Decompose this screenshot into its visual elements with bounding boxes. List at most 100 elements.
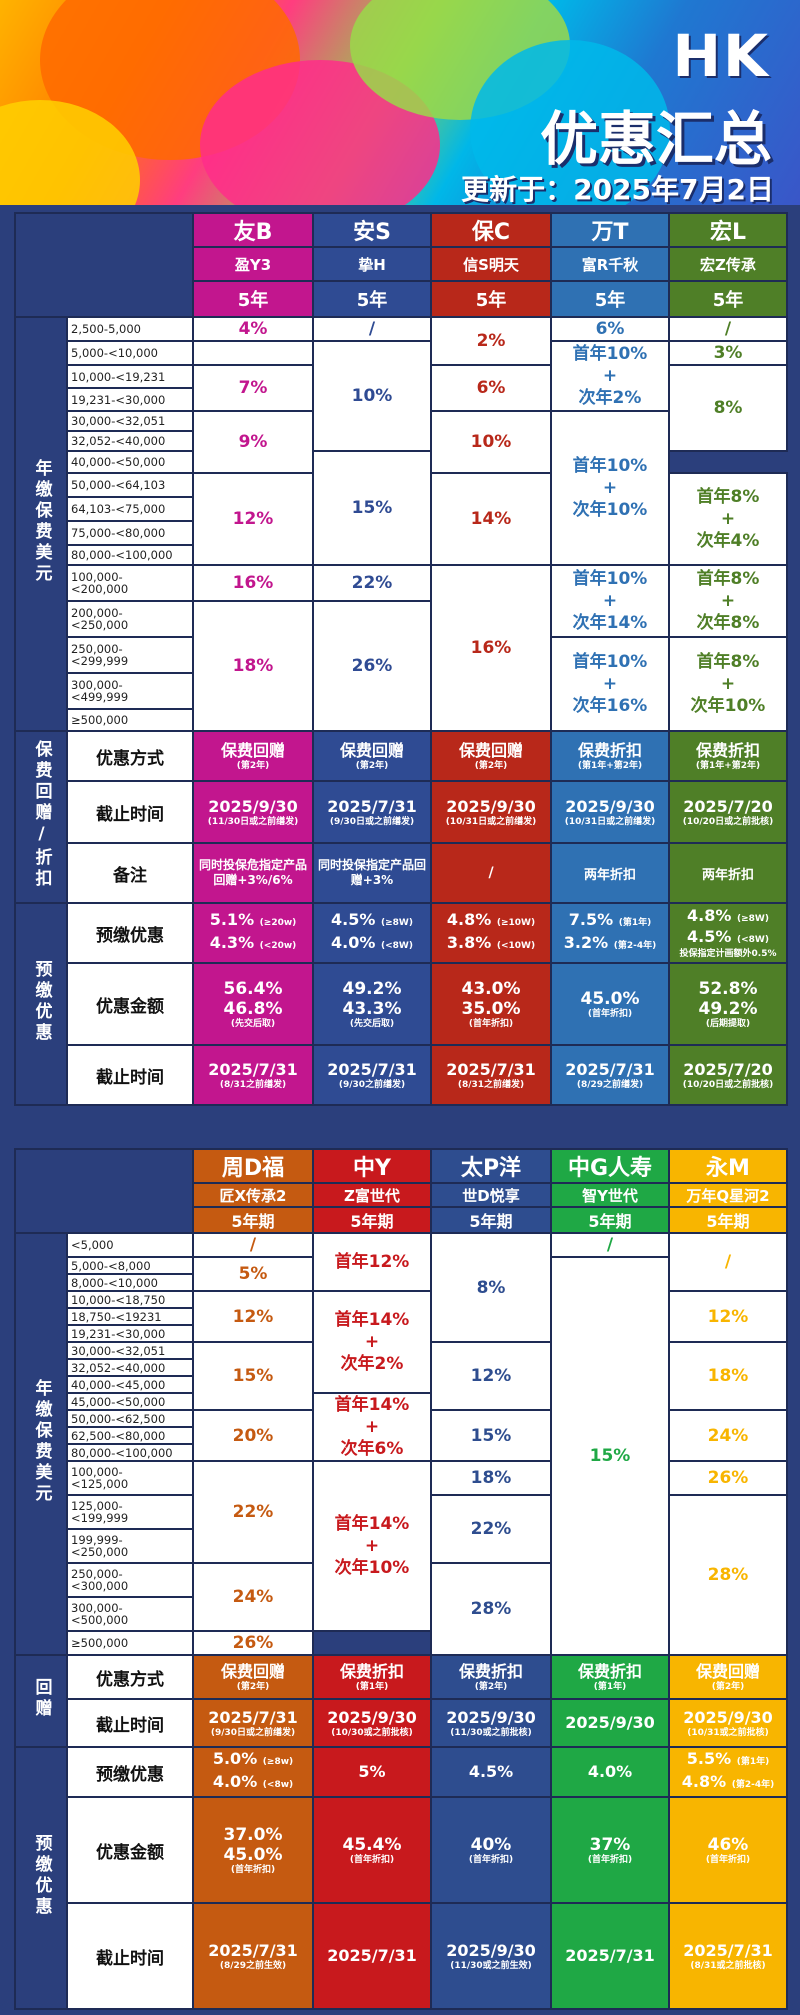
rebate-rate: 22% [312,564,432,602]
premium-range: 45,000-<50,000 [66,1392,194,1411]
premium-range: 80,000-<100,000 [66,1443,194,1462]
rebate-rate: 18% [430,1460,552,1496]
premium-range: 62,500-<80,000 [66,1426,194,1445]
premium-range: 80,000-<100,000 [66,544,194,566]
payment-term: 5年 [192,280,314,318]
row-label: 优惠金额 [66,962,194,1046]
premium-range: 75,000-<80,000 [66,520,194,546]
offer-amount: 37.0% 45.0% (首年折扣) [192,1796,314,1904]
premium-range: 8,000-<10,000 [66,1273,194,1292]
premium-range: 10,000-<18,750 [66,1290,194,1309]
offer-amount: 56.4% 46.8% (先交后取) [192,962,314,1046]
rebate-rate: 4% [192,316,314,342]
product-name: 信S明天 [430,246,552,282]
prepay-rate: 5% [312,1746,432,1798]
rebate-rate: 首年14% + 次年10% [312,1460,432,1632]
offer-method: 保费折扣 (第1年) [550,1654,670,1700]
rebate-rate: 16% [430,564,552,732]
rebate-rate: 首年10% + 次年16% [550,636,670,732]
rebate-rate: 14% [430,472,552,566]
company-name: 周D福 [192,1148,314,1184]
rebate-rate: 28% [430,1562,552,1656]
premium-range: 300,000- <499,999 [66,672,194,710]
offer-deadline: 2025/7/31 (9/30日或之前缮发) [312,780,432,844]
offer-amount: 43.0% 35.0% (首年折扣) [430,962,552,1046]
premium-range: 40,000-<50,000 [66,450,194,474]
promo-table-1: 友B 安S 保C 万T 宏L 盈Y3 挚H 信S明天 富R千秋 宏Z传承 5年 … [14,212,788,1106]
rebate-rate: / [668,1232,788,1292]
rebate-rate: 26% [192,1630,314,1656]
row-label: 优惠方式 [66,1654,194,1700]
offer-method: 保费折扣 (第1年+第2年) [668,730,788,782]
product-name: 匠X传承2 [192,1182,314,1208]
company-name: 保C [430,212,552,248]
row-label: 预缴优惠 [66,1746,194,1798]
rebate-rate: 首年14% + 次年2% [312,1290,432,1394]
premium-range: 100,000- <200,000 [66,564,194,602]
prepay-rate: 4.5% [430,1746,552,1798]
premium-range: 5,000-<8,000 [66,1256,194,1275]
rebate-rate [192,340,314,366]
prepay-rate: 5.5% (第1年) 4.8% (第2-4年) [668,1746,788,1798]
row-label: 截止时间 [66,1044,194,1106]
rebate-rate: 首年8% + 次年4% [668,472,788,566]
premium-range: 250,000- <300,000 [66,1562,194,1598]
prepay-rate: 4.8% (≥10W) 3.8% (<10W) [430,902,552,964]
company-name: 安S [312,212,432,248]
rebate-rate: 26% [312,600,432,732]
offer-amount: 46% (首年折扣) [668,1796,788,1904]
rebate-rate: 10% [430,410,552,474]
row-label: 截止时间 [66,780,194,844]
rebate-rate: / [312,316,432,342]
rebate-rate: 6% [430,364,552,412]
rebate-rate: 9% [192,410,314,474]
premium-range: 32,052-<40,000 [66,430,194,452]
promo-table-2: 周D福 中Y 太P洋 中G人寿 永M 匠X传承2 Z富世代 世D悦享 智Y世代 … [14,1148,788,2010]
row-label: 截止时间 [66,1698,194,1748]
premium-range: 125,000- <199,999 [66,1494,194,1530]
rebate-rate: 8% [430,1232,552,1343]
updated-date: 更新于：2025年7月2日 [461,173,774,205]
offer-deadline: 2025/7/31 (9/30日或之前缮发) [192,1698,314,1748]
row-label: 预缴优惠 [66,902,194,964]
page-title: 优惠汇总 [539,105,772,173]
premium-range: 30,000-<32,051 [66,410,194,432]
product-name: 挚H [312,246,432,282]
rebate-rate: 12% [668,1290,788,1343]
prepay-deadline: 2025/7/31 [550,1902,670,2010]
rebate-rate: 16% [192,564,314,602]
prepay-deadline: 2025/7/31 (8/31之前缮发) [192,1044,314,1106]
offer-deadline: 2025/7/20 (10/20日或之前批核) [668,780,788,844]
rebate-rate: / [550,1232,670,1258]
offer-deadline: 2025/9/30 (10/31日或之前缮发) [550,780,670,844]
company-name: 永M [668,1148,788,1184]
rebate-rate: 15% [312,450,432,566]
section-rebate: 回赠 [14,1654,68,1748]
rebate-rate: 15% [430,1409,552,1462]
company-name: 万T [550,212,670,248]
premium-range: 200,000- <250,000 [66,600,194,638]
prepay-rate: 5.0% (≥8w) 4.0% (<8w) [192,1746,314,1798]
offer-method: 保费回赠 (第2年) [430,730,552,782]
payment-term: 5年 [430,280,552,318]
premium-range: 250,000- <299,999 [66,636,194,674]
rebate-rate: 首年8% + 次年8% [668,564,788,638]
hero-hk: HK [672,22,770,90]
hero-banner: HK 优惠汇总 更新于：2025年7月2日 [0,0,800,205]
payment-term: 5年 [550,280,670,318]
offer-amount: 40% (首年折扣) [430,1796,552,1904]
premium-range: 10,000-<19,231 [66,364,194,389]
prepay-deadline: 2025/9/30 (11/30或之前生效) [430,1902,552,2010]
payment-term: 5年期 [550,1206,670,1234]
row-label: 截止时间 [66,1902,194,2010]
rebate-rate: 3% [668,340,788,366]
rebate-rate: 20% [192,1409,314,1462]
premium-range: 50,000-<62,500 [66,1409,194,1428]
rebate-rate: 12% [430,1341,552,1411]
product-name: 富R千秋 [550,246,670,282]
premium-range: 30,000-<32,051 [66,1341,194,1360]
offer-note: / [430,842,552,904]
prepay-deadline: 2025/7/31 (8/31之前缮发) [430,1044,552,1106]
product-name: 智Y世代 [550,1182,670,1208]
